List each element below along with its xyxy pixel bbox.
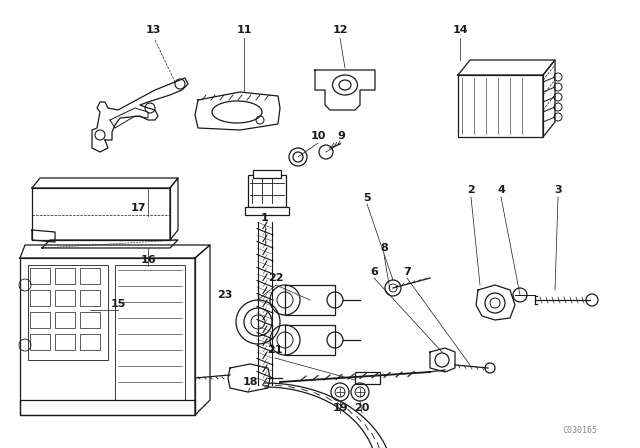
Text: 20: 20 — [355, 403, 370, 413]
Bar — [80, 334, 100, 350]
Bar — [32, 188, 170, 240]
Bar — [55, 312, 75, 328]
Bar — [458, 75, 543, 137]
Bar — [55, 290, 75, 306]
Text: 6: 6 — [370, 267, 378, 277]
Bar — [115, 265, 185, 410]
Bar — [55, 334, 75, 350]
Text: 18: 18 — [243, 377, 258, 387]
Text: 12: 12 — [332, 25, 348, 35]
Text: 16: 16 — [140, 255, 156, 265]
Text: 15: 15 — [110, 299, 125, 309]
Text: 13: 13 — [145, 25, 161, 35]
Ellipse shape — [212, 101, 262, 123]
Text: 3: 3 — [554, 185, 562, 195]
Text: 17: 17 — [131, 203, 146, 213]
Text: 10: 10 — [310, 131, 326, 141]
Text: 2: 2 — [467, 185, 475, 195]
Ellipse shape — [333, 75, 358, 95]
Bar — [285, 325, 335, 355]
Bar — [80, 268, 100, 284]
Text: 19: 19 — [332, 403, 348, 413]
Text: 7: 7 — [403, 267, 411, 277]
Bar — [30, 312, 50, 328]
Text: 11: 11 — [236, 25, 252, 35]
Bar — [30, 290, 50, 306]
Bar — [28, 265, 108, 360]
Text: C030165: C030165 — [563, 426, 598, 435]
Bar — [30, 334, 50, 350]
Text: 5: 5 — [363, 193, 371, 203]
Bar — [80, 290, 100, 306]
Ellipse shape — [339, 80, 351, 90]
Text: 4: 4 — [497, 185, 505, 195]
Bar — [355, 372, 380, 384]
Bar — [285, 285, 335, 315]
Bar — [80, 312, 100, 328]
Bar — [20, 400, 195, 415]
Text: 1: 1 — [261, 213, 269, 223]
Text: 14: 14 — [452, 25, 468, 35]
Text: 23: 23 — [218, 290, 233, 300]
Text: 21: 21 — [268, 345, 283, 355]
Text: 22: 22 — [268, 273, 284, 283]
Bar — [55, 268, 75, 284]
Bar — [30, 268, 50, 284]
Bar — [245, 207, 289, 215]
Bar — [248, 175, 286, 207]
Text: 8: 8 — [380, 243, 388, 253]
Text: 9: 9 — [337, 131, 345, 141]
Bar — [253, 170, 281, 178]
